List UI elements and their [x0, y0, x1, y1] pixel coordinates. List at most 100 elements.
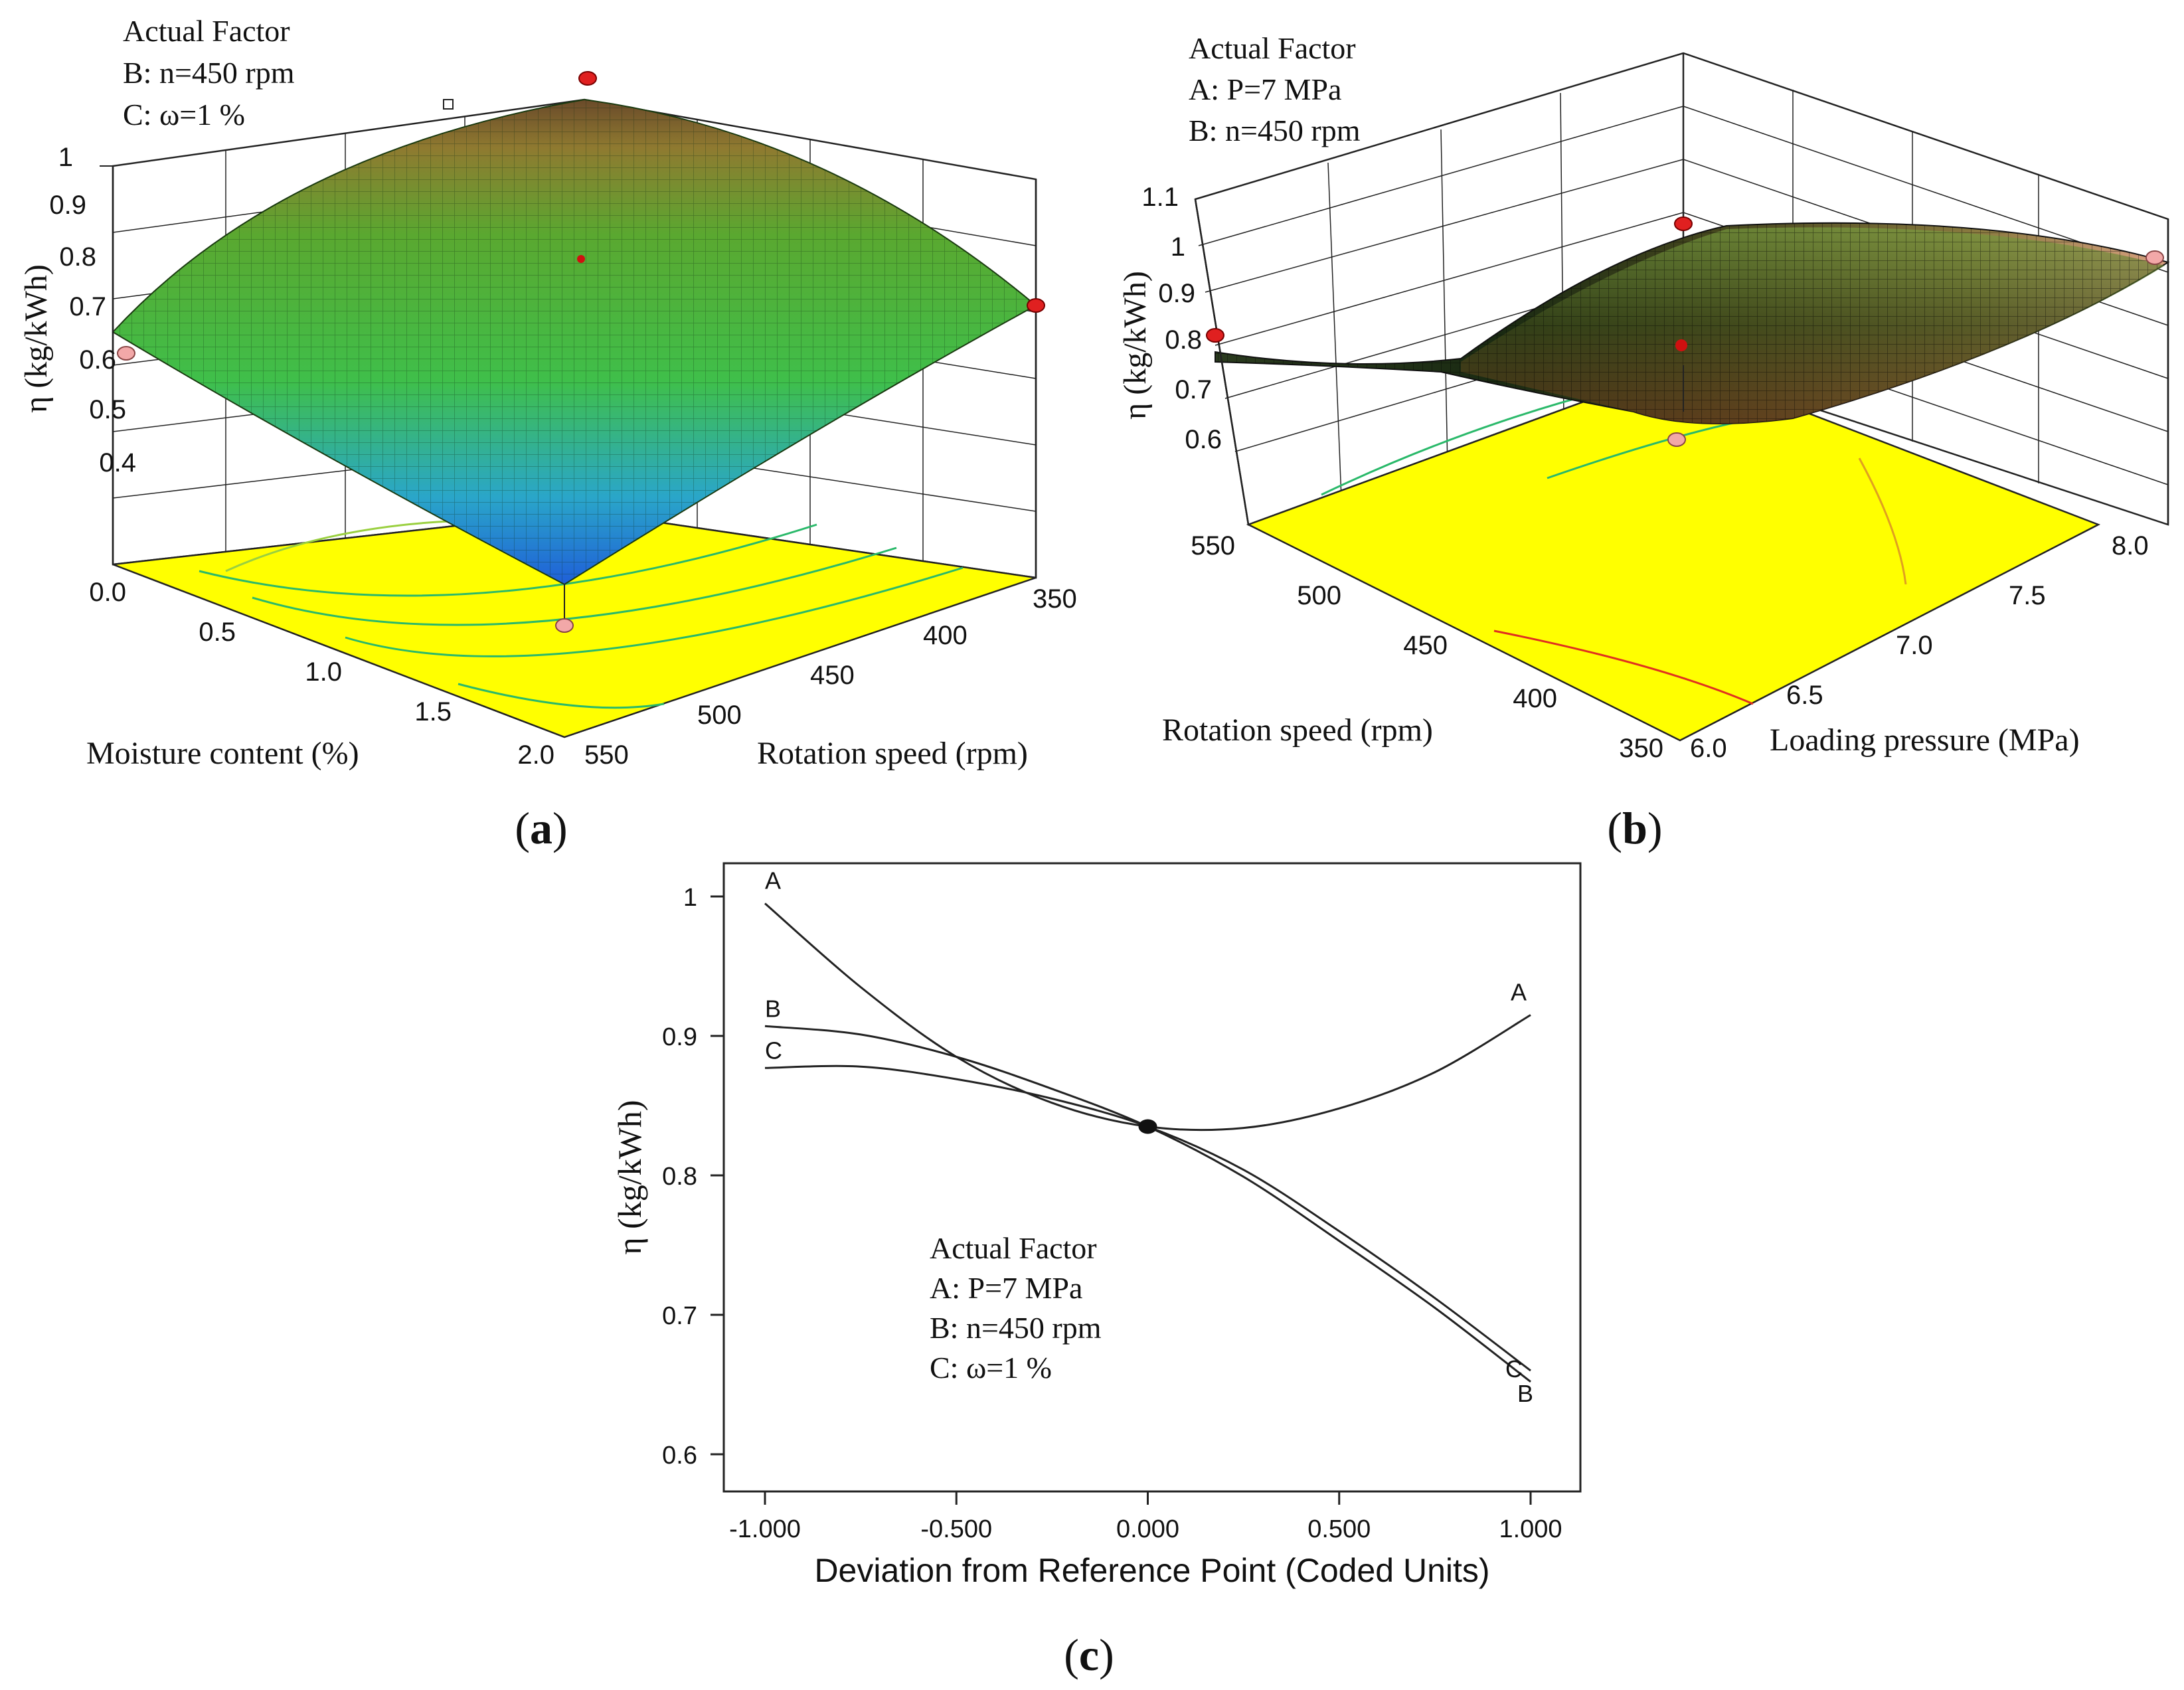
- design-point: [443, 99, 454, 110]
- x-tick-label: 0.5: [199, 618, 236, 647]
- panel-b-x-axis: 550 500 450 400 350: [1191, 531, 1663, 763]
- panel-a-label: (a): [515, 803, 567, 853]
- z-tick-label: 0.8: [1165, 325, 1202, 355]
- panel-b-z-axis: 1.1 1 0.9 0.8 0.7 0.6: [1141, 183, 1222, 454]
- x-tick-label: 400: [1513, 684, 1557, 713]
- actual-factor-title: Actual Factor: [1189, 31, 1356, 65]
- series-label-end: B: [1517, 1380, 1533, 1407]
- design-point: [117, 346, 135, 361]
- series-label-end: A: [1511, 979, 1527, 1006]
- panel-a-x-axis: 0.0 0.5 1.0 1.5 2.0: [89, 578, 554, 770]
- y-tick-label: 500: [697, 701, 742, 730]
- panel-a-x-axis-label: Moisture content (%): [86, 736, 359, 771]
- panel-c-y-axis: 0.6 0.7 0.8 0.9 1: [662, 884, 724, 1470]
- design-point: [1674, 216, 1693, 231]
- panel-a-z-axis: 1 0.9 0.8 0.7 0.6 0.5 0.4: [49, 143, 136, 477]
- y-tick-label: 0.8: [662, 1163, 697, 1191]
- panel-letter: c: [1079, 1630, 1099, 1680]
- design-point: [577, 255, 585, 263]
- design-point: [1675, 339, 1687, 351]
- z-tick-label: 1.1: [1141, 183, 1179, 212]
- y-tick-label: 1: [683, 884, 697, 912]
- panel-letter: a: [530, 803, 552, 853]
- x-tick-label: 1.5: [414, 697, 452, 726]
- x-tick-label: 550: [1191, 531, 1235, 560]
- y-tick-label: 6.5: [1786, 681, 1823, 710]
- x-tick-label: 0.000: [1116, 1515, 1179, 1543]
- panel-a-y-axis: 350 400 450 500 550: [584, 584, 1077, 770]
- y-tick-label: 0.7: [662, 1302, 697, 1330]
- panel-b: 1.1 1 0.9 0.8 0.7 0.6 η (kg/kWh) 550 500…: [1118, 31, 2170, 853]
- x-tick-label: -1.000: [729, 1515, 801, 1543]
- panel-a-actual-factor: Actual Factor B: n=450 rpm C: ω=1 %: [123, 14, 295, 131]
- panel-c-label: (c): [1064, 1630, 1114, 1680]
- y-tick-label: 7.0: [1896, 631, 1933, 660]
- x-tick-label: 500: [1297, 581, 1341, 610]
- design-point: [555, 618, 574, 633]
- panel-b-y-axis-label: Loading pressure (MPa): [1770, 722, 2080, 758]
- panel-letter: b: [1622, 803, 1647, 853]
- panel-b-actual-factor: Actual Factor A: P=7 MPa B: n=450 rpm: [1189, 31, 1361, 147]
- panel-b-label: (b): [1607, 803, 1662, 853]
- z-tick-label: 0.6: [1185, 425, 1222, 454]
- actual-factor-line: B: n=450 rpm: [1189, 114, 1361, 147]
- z-tick-label: 0.7: [69, 292, 106, 321]
- actual-factor-line: A: P=7 MPa: [930, 1271, 1082, 1305]
- actual-factor-line: B: n=450 rpm: [930, 1311, 1102, 1345]
- panel-c-reference: [1138, 1119, 1157, 1134]
- panel-b-y-axis: 6.0 6.5 7.0 7.5 8.0: [1690, 531, 2149, 763]
- z-tick-label: 0.5: [89, 395, 126, 424]
- actual-factor-title: Actual Factor: [930, 1231, 1097, 1265]
- panel-a-y-axis-label: Rotation speed (rpm): [757, 736, 1028, 771]
- design-point: [1027, 298, 1045, 313]
- series-label-end: C: [1505, 1355, 1523, 1383]
- panel-c-actual-factor: Actual Factor A: P=7 MPa B: n=450 rpm C:…: [930, 1231, 1102, 1385]
- panel-c-x-axis: -1.000 -0.500 0.000 0.500 1.000: [729, 1491, 1562, 1543]
- design-point: [578, 71, 597, 86]
- panel-c: 0.6 0.7 0.8 0.9 1 -1.000 -0.500 0.000 0.500 1.00…: [611, 862, 1582, 1680]
- panel-b-z-axis-label: η (kg/kWh): [1118, 271, 1153, 420]
- actual-factor-title: Actual Factor: [123, 14, 290, 48]
- panel-a-design-points: [117, 71, 1045, 633]
- panel-b-design-points: [1206, 216, 2164, 447]
- design-point: [1667, 432, 1686, 447]
- actual-factor-line: C: ω=1 %: [930, 1351, 1052, 1385]
- y-tick-label: 0.9: [662, 1023, 697, 1051]
- y-tick-label: 400: [923, 621, 967, 650]
- y-tick-label: 0.6: [662, 1442, 697, 1470]
- z-tick-label: 1: [58, 143, 73, 172]
- panel-c-plot-frame: [722, 862, 1582, 1493]
- z-tick-label: 1: [1171, 232, 1185, 262]
- design-point: [1206, 328, 1224, 343]
- actual-factor-line: B: n=450 rpm: [123, 56, 295, 90]
- series-label-start: C: [765, 1037, 782, 1064]
- z-tick-label: 0.7: [1175, 375, 1212, 404]
- x-tick-label: -0.500: [920, 1515, 992, 1543]
- panel-a: 1 0.9 0.8 0.7 0.6 0.5 0.4 η (kg/kWh) 0.0…: [19, 14, 1077, 853]
- z-tick-label: 0.9: [49, 191, 86, 220]
- z-tick-label: 0.9: [1158, 279, 1195, 308]
- x-tick-label: 0.0: [89, 578, 126, 607]
- y-tick-label: 7.5: [2009, 581, 2046, 610]
- x-tick-label: 2.0: [517, 740, 554, 770]
- y-tick-label: 450: [810, 661, 855, 690]
- panel-c-x-axis-label: Deviation from Reference Point (Coded Un…: [814, 1552, 1489, 1589]
- y-tick-label: 8.0: [2112, 531, 2149, 560]
- panel-b-x-axis-label: Rotation speed (rpm): [1162, 713, 1433, 748]
- reference-point: [1138, 1119, 1157, 1134]
- x-tick-label: 0.500: [1307, 1515, 1371, 1543]
- series-label-start: B: [765, 995, 781, 1022]
- panel-b-floor: [1246, 364, 2101, 742]
- series-label-start: A: [765, 867, 781, 894]
- actual-factor-line: A: P=7 MPa: [1189, 72, 1341, 106]
- panel-c-y-axis-label: η (kg/kWh): [611, 1100, 648, 1254]
- x-tick-label: 1.0: [305, 657, 342, 687]
- y-tick-label: 550: [584, 740, 629, 770]
- y-tick-label: 6.0: [1690, 734, 1727, 763]
- actual-factor-line: C: ω=1 %: [123, 98, 245, 131]
- z-tick-label: 0.8: [59, 242, 96, 272]
- z-tick-label: 0.6: [79, 345, 116, 375]
- z-tick-label: 0.4: [99, 448, 136, 477]
- panel-a-z-axis-label: η (kg/kWh): [19, 264, 54, 413]
